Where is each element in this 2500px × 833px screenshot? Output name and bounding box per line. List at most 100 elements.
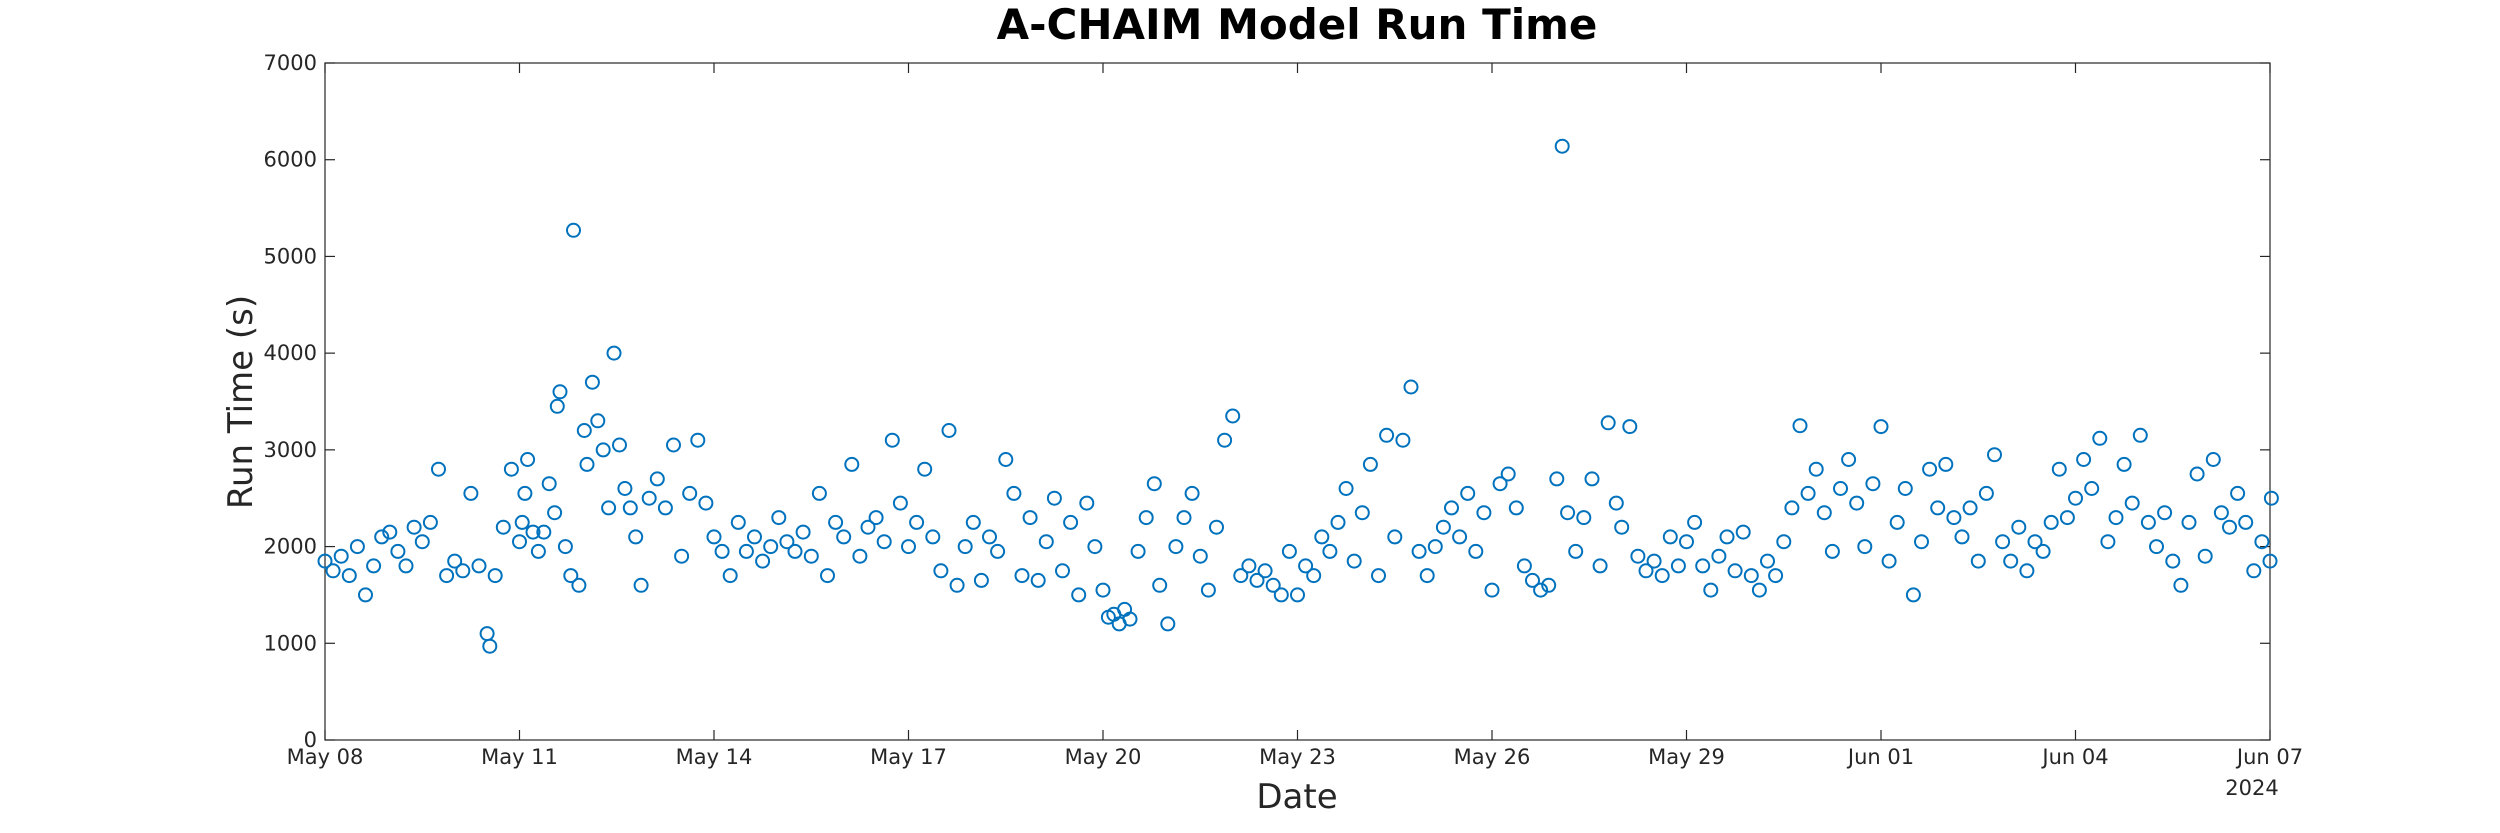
data-point (1857, 539, 1873, 555)
data-point (1525, 572, 1540, 588)
data-point (557, 539, 573, 555)
data-point (1630, 548, 1646, 564)
data-point (487, 568, 503, 584)
data-point (1679, 534, 1694, 550)
data-point (1330, 514, 1346, 530)
data-point (1338, 481, 1354, 496)
x-tick-label: May 17 (870, 745, 947, 769)
data-point (1022, 510, 1038, 526)
data-point (520, 452, 536, 467)
data-point (1419, 568, 1435, 584)
data-point (2051, 461, 2067, 477)
data-point (2173, 577, 2189, 593)
data-point (422, 514, 438, 530)
data-point (633, 577, 649, 593)
data-point (1541, 577, 1557, 593)
data-point (965, 514, 981, 530)
data-point (590, 413, 606, 429)
data-point (1922, 461, 1938, 477)
data-point (1217, 432, 1233, 448)
data-point (1281, 543, 1297, 559)
data-point (1608, 495, 1624, 511)
data-point (563, 568, 579, 584)
data-point (1168, 539, 1184, 555)
data-point (601, 500, 617, 516)
y-tick-label: 7000 (264, 51, 317, 75)
data-point (1776, 534, 1792, 550)
data-point (1176, 510, 1192, 526)
y-tick-label: 6000 (264, 148, 317, 172)
data-point (1444, 500, 1459, 516)
data-point (1095, 582, 1111, 598)
plot-area (324, 62, 2271, 741)
data-point (779, 534, 795, 550)
data-point (463, 485, 479, 501)
data-point (666, 437, 681, 453)
data-point (828, 514, 844, 530)
data-point (530, 543, 546, 559)
data-point (1833, 481, 1848, 496)
data-point (1468, 543, 1484, 559)
data-point (579, 456, 595, 472)
data-point (1865, 476, 1881, 492)
data-point (1576, 510, 1592, 526)
data-point (1362, 456, 1378, 472)
data-point (439, 568, 455, 584)
data-point (2084, 481, 2100, 496)
data-point (1257, 563, 1273, 579)
data-point (990, 543, 1006, 559)
data-point (949, 577, 965, 593)
y-tick-label: 0 (304, 728, 317, 752)
data-point (2181, 514, 2197, 530)
data-point (547, 505, 563, 521)
data-point (1568, 543, 1584, 559)
data-point (1063, 514, 1079, 530)
data-point (1711, 548, 1727, 564)
x-tick-label: May 29 (1648, 745, 1725, 769)
data-point (2116, 456, 2132, 472)
data-point (933, 563, 949, 579)
data-point (1087, 539, 1103, 555)
data-point (787, 543, 803, 559)
y-axis-label: Run Time (s) (221, 295, 261, 509)
y-axis: 0 1000 2000 3000 4000 5000 6000 7000 (264, 51, 2270, 752)
data-point (2043, 514, 2059, 530)
data-point (1735, 524, 1751, 540)
data-point (317, 553, 333, 569)
x-tick-label: May 08 (287, 745, 364, 769)
data-point (892, 495, 908, 511)
x-tick-label: May 23 (1259, 745, 1336, 769)
data-point (2035, 543, 2051, 559)
data-point (860, 519, 876, 535)
data-point (2027, 534, 2043, 550)
data-point (1873, 419, 1889, 435)
data-point (1146, 476, 1162, 492)
data-point (714, 543, 730, 559)
data-point (1071, 587, 1087, 603)
data-point (1484, 582, 1500, 598)
data-point (1743, 568, 1759, 584)
data-point (755, 553, 771, 569)
data-point (771, 510, 787, 526)
x-tick-label: Jun 07 (2235, 745, 2303, 769)
data-point (1995, 534, 2011, 550)
y-tick-label: 3000 (264, 438, 317, 462)
data-point (1233, 568, 1249, 584)
data-point (1703, 582, 1719, 598)
data-point (390, 543, 406, 559)
data-point (1322, 543, 1338, 559)
data-point (1014, 568, 1030, 584)
data-point (747, 529, 762, 545)
chart-title: A-CHAIM Model Run Time (997, 0, 1598, 49)
data-point (606, 345, 622, 361)
data-point (1435, 519, 1451, 535)
data-point (1600, 415, 1616, 431)
data-point (2092, 430, 2108, 446)
x-axis: May 08 May 11 May 14 May 17 May 20 May 23 May … (287, 63, 2303, 769)
data-point (1225, 408, 1241, 424)
data-point (1130, 543, 1146, 559)
data-point (1476, 505, 1492, 521)
data-point (1160, 616, 1176, 632)
data-point (730, 514, 746, 530)
